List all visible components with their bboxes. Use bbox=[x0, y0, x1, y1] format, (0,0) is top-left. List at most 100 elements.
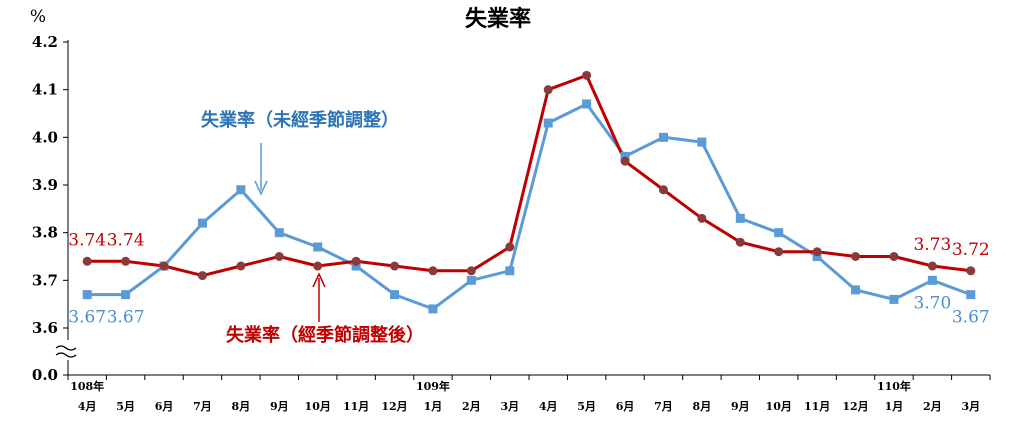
x-tick-label: 5月 bbox=[116, 400, 135, 413]
series-1-point bbox=[735, 237, 745, 247]
series-1-data-label: 3.74 bbox=[68, 230, 106, 250]
series-1-point bbox=[658, 185, 668, 195]
x-year-label: 110年 bbox=[877, 379, 911, 393]
series-line-1 bbox=[87, 73, 971, 278]
series-0-data-label: 3.67 bbox=[952, 308, 990, 328]
series-0-point bbox=[274, 228, 284, 238]
series-0-point bbox=[466, 275, 476, 285]
series-0-point bbox=[428, 304, 438, 314]
series-1-point bbox=[543, 85, 553, 95]
series-0-point bbox=[658, 132, 668, 142]
x-year-label: 108年 bbox=[70, 379, 104, 393]
series-0-point bbox=[966, 290, 976, 300]
x-tick-label: 2月 bbox=[923, 400, 942, 413]
x-tick-label: 9月 bbox=[731, 400, 750, 413]
series-1-point bbox=[774, 247, 784, 257]
x-tick-label: 2月 bbox=[462, 400, 481, 413]
series-1-data-label: 3.74 bbox=[107, 230, 145, 250]
series-1-point bbox=[121, 256, 131, 266]
annotation-unadjusted: 失業率（未經季節調整） bbox=[201, 109, 399, 131]
series-0-point bbox=[889, 294, 899, 304]
y-tick-label: 3.8 bbox=[32, 224, 58, 242]
series-0-point bbox=[927, 275, 937, 285]
series-0-point bbox=[236, 185, 246, 195]
x-tick-label: 12月 bbox=[381, 400, 407, 413]
y-axis-unit: % bbox=[30, 7, 46, 27]
series-1-point bbox=[197, 271, 207, 281]
series-0-point bbox=[351, 261, 361, 271]
series-0-point bbox=[543, 118, 553, 128]
series-1-point bbox=[620, 156, 630, 166]
annotation-adjusted: 失業率（經季節調整後） bbox=[226, 324, 424, 346]
y-tick-label: 0.0 bbox=[32, 366, 58, 384]
series-1-point bbox=[313, 261, 323, 271]
series-markers bbox=[82, 70, 976, 314]
x-tick-label: 11月 bbox=[343, 400, 369, 413]
series-line-0 bbox=[87, 102, 972, 311]
series-1-point bbox=[82, 256, 92, 266]
x-tick-label: 8月 bbox=[232, 400, 251, 413]
y-tick-label: 4.0 bbox=[32, 128, 58, 146]
axes bbox=[55, 40, 991, 380]
annotation-unadjusted-arrowhead bbox=[254, 180, 268, 196]
series-0-data-label: 3.67 bbox=[107, 308, 145, 328]
x-tick-label: 6月 bbox=[155, 400, 174, 413]
x-tick-label: 3月 bbox=[961, 400, 980, 413]
series-0-point bbox=[197, 218, 207, 228]
y-axis-break-icon bbox=[55, 345, 77, 358]
x-tick-label: 7月 bbox=[193, 400, 212, 413]
x-tick-label: 10月 bbox=[305, 400, 331, 413]
series-1-point bbox=[927, 261, 937, 271]
series-1-point bbox=[851, 252, 861, 261]
series-0-point bbox=[697, 137, 707, 147]
x-tick-label: 5月 bbox=[577, 400, 596, 413]
series-0-point bbox=[505, 266, 515, 276]
series-1-point bbox=[466, 266, 476, 276]
y-tick-labels: 0.0 3.6 3.7 3.8 3.9 4.0 4.1 4.2 bbox=[32, 33, 58, 384]
x-year-label: 109年 bbox=[416, 379, 450, 393]
x-tick-label: 10月 bbox=[766, 400, 792, 413]
series-1-point bbox=[697, 213, 707, 223]
y-tick-label: 3.9 bbox=[32, 176, 58, 194]
series-0-point bbox=[620, 151, 630, 161]
series-0-point bbox=[774, 228, 784, 238]
series-1-point bbox=[582, 70, 592, 80]
x-tick-label: 7月 bbox=[654, 400, 673, 413]
y-tick-label: 3.6 bbox=[32, 319, 58, 337]
chart-title: 失業率 bbox=[465, 6, 531, 32]
series-1-point bbox=[236, 261, 246, 271]
x-tick-label: 12月 bbox=[842, 400, 868, 413]
x-tick-label: 1月 bbox=[885, 400, 904, 413]
x-tick-label: 3月 bbox=[500, 400, 519, 413]
x-tick-label: 4月 bbox=[78, 400, 97, 413]
x-tick-label: 11月 bbox=[804, 400, 830, 413]
series-0-point bbox=[735, 213, 745, 223]
series-0-point bbox=[390, 290, 400, 300]
series-1-data-label: 3.73 bbox=[913, 235, 951, 255]
series-0-point bbox=[82, 290, 92, 300]
series-1-point bbox=[390, 261, 400, 271]
series-0-point bbox=[121, 290, 131, 300]
series-1-point bbox=[428, 266, 438, 276]
series-0-point bbox=[582, 99, 592, 109]
x-tick-label: 9月 bbox=[270, 400, 289, 413]
series-0-point bbox=[313, 242, 323, 252]
data-labels: 3.67 3.673.703.673.74 3.74 3.73 3.72 bbox=[68, 230, 989, 327]
x-tick-label: 4月 bbox=[539, 400, 558, 413]
x-tick-label: 1月 bbox=[424, 400, 443, 413]
x-tick-labels: 4月 5月 6月 7月 8月 9月 10月 11月 12月 1月 2月 3月 4月 5月 6月 7月 8月 9月 1… bbox=[70, 379, 980, 413]
series-1-point bbox=[274, 252, 284, 261]
y-tick-label: 3.7 bbox=[32, 271, 58, 289]
series-0-point bbox=[812, 252, 822, 261]
series-0-data-label: 3.70 bbox=[913, 293, 951, 313]
series-1-point bbox=[159, 261, 169, 271]
series-1-point bbox=[812, 247, 822, 257]
series-0-point bbox=[851, 285, 861, 295]
series-1-point bbox=[889, 252, 899, 261]
x-tick-label: 8月 bbox=[693, 400, 712, 413]
series-lines bbox=[87, 73, 972, 311]
y-tick-label: 4.1 bbox=[32, 81, 58, 99]
y-tick-label: 4.2 bbox=[32, 33, 58, 51]
series-1-point bbox=[505, 242, 515, 252]
